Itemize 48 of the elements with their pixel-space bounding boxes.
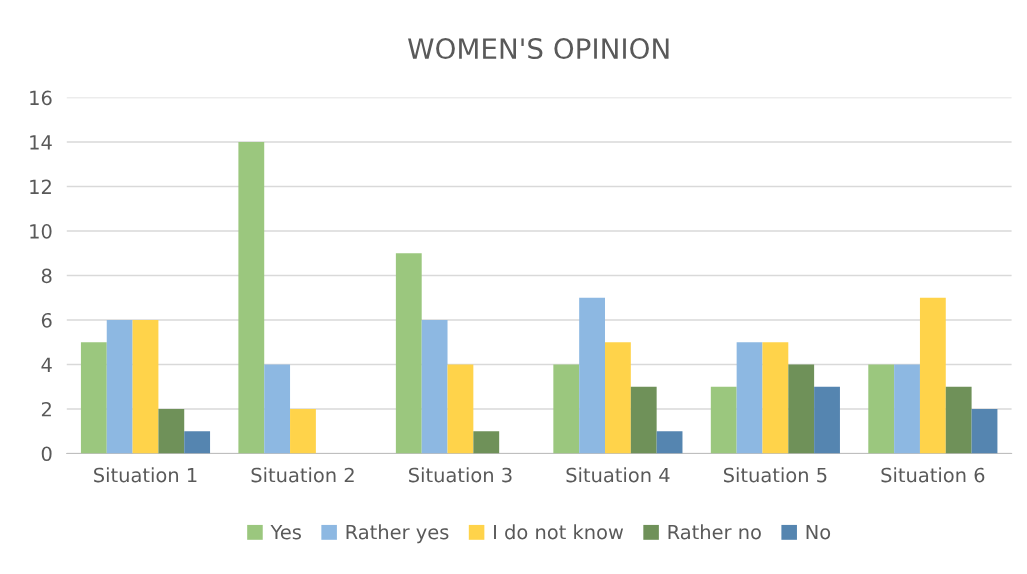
legend-label: No	[806, 524, 831, 540]
bar	[762, 342, 789, 454]
bar	[656, 431, 683, 454]
x-tick-label: Situation 3	[409, 467, 512, 483]
legend-label: Rather yes	[346, 524, 449, 544]
x-tick-label: Situation 6	[881, 467, 985, 483]
bar	[447, 364, 474, 454]
bar	[553, 364, 580, 454]
bar	[894, 364, 920, 454]
bar	[868, 364, 895, 454]
bar	[710, 386, 737, 454]
x-tick-label: Situation 5	[723, 467, 827, 483]
x-tick-label: Situation 1	[94, 467, 197, 483]
bar	[106, 320, 133, 454]
y-tick-label: 8	[41, 268, 52, 284]
bar	[605, 342, 631, 454]
bar	[290, 408, 316, 454]
y-tick-label: 16	[30, 90, 52, 106]
x-tick-label: Situation 4	[566, 467, 670, 483]
bar	[80, 342, 107, 454]
bar	[395, 253, 422, 454]
chart-title: WOMEN'S OPINION	[408, 38, 669, 60]
y-tick-label: 4	[41, 357, 52, 372]
bar	[945, 386, 972, 454]
legend-label: Rather no	[668, 524, 761, 540]
y-tick-label: 2	[41, 401, 51, 417]
bar	[579, 297, 605, 454]
bar	[158, 408, 185, 454]
legend-label: I do not know	[494, 524, 624, 540]
bar	[971, 408, 998, 454]
bar	[184, 431, 211, 454]
bar	[919, 297, 946, 454]
y-tick-label: 14	[30, 135, 52, 150]
bar	[132, 320, 159, 454]
y-tick-label: 10	[30, 223, 52, 239]
bar	[473, 431, 500, 454]
bar	[788, 364, 815, 454]
legend-label: Yes	[270, 524, 301, 540]
bar	[238, 142, 265, 454]
y-tick-label: 0	[41, 446, 52, 462]
bar	[736, 342, 763, 454]
bar	[264, 364, 291, 454]
x-tick-label: Situation 2	[251, 467, 354, 483]
bar	[630, 386, 657, 454]
bar	[814, 386, 840, 454]
y-tick-label: 6	[41, 312, 52, 328]
bar	[421, 320, 448, 454]
y-tick-label: 12	[30, 179, 51, 194]
